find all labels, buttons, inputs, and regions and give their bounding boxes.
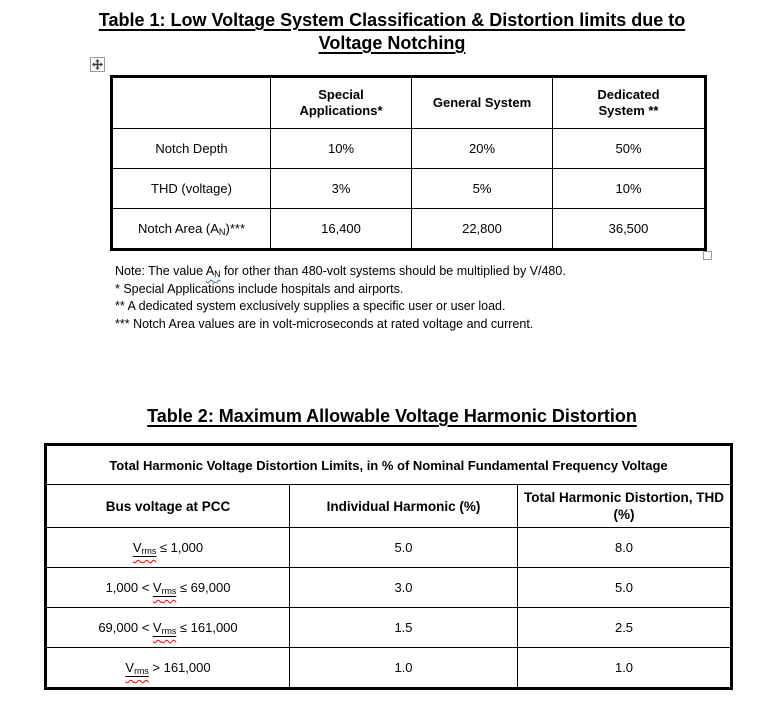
table2-header-bus-voltage: Bus voltage at PCC bbox=[45, 484, 290, 528]
vrms-subscript: rms bbox=[161, 585, 177, 596]
thd-value-3: 2.5 bbox=[516, 607, 733, 648]
notch-area-special: 16,400 bbox=[270, 208, 412, 250]
range2-prefix: 1,000 < bbox=[105, 580, 153, 595]
vrms-term: Vrms bbox=[133, 540, 156, 555]
bus-voltage-range-1: Vrms ≤ 1,000 bbox=[45, 527, 290, 568]
table1-note-dedicated-system: ** A dedicated system exclusively suppli… bbox=[115, 299, 506, 313]
notch-depth-special: 10% bbox=[270, 128, 412, 169]
table-move-handle[interactable] bbox=[90, 57, 105, 72]
table2-caption-cell: Total Harmonic Voltage Distortion Limits… bbox=[44, 444, 733, 485]
table1-note-multiplier: Note: The value AN for other than 480-vo… bbox=[115, 263, 784, 281]
table1-row-notch-depth: Notch Depth 10% 20% 50% bbox=[111, 128, 706, 169]
vrms-subscript: rms bbox=[134, 665, 149, 676]
thd-dedicated: 10% bbox=[552, 168, 706, 209]
notch-depth-general: 20% bbox=[411, 128, 553, 169]
row-label-notch-area: Notch Area (AN)*** bbox=[111, 208, 271, 250]
vrms-v: V bbox=[125, 660, 135, 675]
range2-suffix: ≤ 69,000 bbox=[176, 580, 231, 595]
table2-row-1000-69000: 1,000 < Vrms ≤ 69,000 3.0 5.0 bbox=[45, 567, 733, 608]
table1-title-line2: Voltage Notching bbox=[318, 33, 466, 53]
four-way-arrow-icon bbox=[92, 59, 103, 70]
range1-suffix: ≤ 1,000 bbox=[156, 540, 204, 555]
vrms-term: Vrms bbox=[125, 660, 148, 675]
notch-area-label-prefix: Notch Area (A bbox=[137, 221, 219, 236]
table1-header-dedicated-system: Dedicated System ** bbox=[552, 76, 706, 129]
vrms-subscript: rms bbox=[141, 545, 157, 556]
table1-header-blank bbox=[111, 76, 271, 129]
table2-header-individual-harmonic: Individual Harmonic (%) bbox=[289, 484, 518, 528]
thd-general: 5% bbox=[411, 168, 553, 209]
vrms-term: Vrms bbox=[153, 580, 176, 595]
table2-header-thd: Total Harmonic Distortion, THD (%) bbox=[516, 484, 733, 528]
note1-term-a: A bbox=[205, 264, 215, 278]
table1-header-special-applications: Special Applications* bbox=[270, 76, 412, 129]
thd-special: 3% bbox=[270, 168, 412, 209]
thd-value-4: 1.0 bbox=[516, 647, 733, 689]
individual-harmonic-4: 1.0 bbox=[289, 647, 518, 689]
notch-area-label-suffix: )*** bbox=[225, 221, 246, 236]
range3-suffix: ≤ 161,000 bbox=[176, 620, 238, 635]
vrms-term: Vrms bbox=[153, 620, 176, 635]
table2-title-text: Table 2: Maximum Allowable Voltage Harmo… bbox=[147, 406, 637, 426]
vrms-v: V bbox=[152, 580, 162, 595]
row-label-thd-voltage: THD (voltage) bbox=[111, 168, 271, 209]
vrms-subscript: rms bbox=[161, 625, 177, 636]
table2-header-row: Bus voltage at PCC Individual Harmonic (… bbox=[45, 484, 733, 528]
bus-voltage-range-2: 1,000 < Vrms ≤ 69,000 bbox=[45, 567, 290, 608]
note1-term-subscript-n: N bbox=[214, 268, 221, 279]
table1-row-thd-voltage: THD (voltage) 3% 5% 10% bbox=[111, 168, 706, 209]
vrms-v: V bbox=[152, 620, 162, 635]
vrms-misspelling: Vrms bbox=[125, 660, 148, 675]
note1-term-an: AN bbox=[206, 264, 221, 278]
vrms-misspelling: Vrms bbox=[133, 540, 156, 555]
table-resize-handle[interactable] bbox=[703, 251, 712, 260]
note1-prefix: Note: The value bbox=[115, 264, 206, 278]
table1-title: Table 1: Low Voltage System Classificati… bbox=[0, 0, 784, 55]
notch-depth-dedicated: 50% bbox=[552, 128, 706, 169]
table2-row-over-161000: Vrms > 161,000 1.0 1.0 bbox=[45, 647, 733, 689]
row-label-notch-depth: Notch Depth bbox=[111, 128, 271, 169]
table1-title-line1: Table 1: Low Voltage System Classificati… bbox=[98, 10, 686, 30]
vrms-misspelling: Vrms bbox=[153, 620, 176, 635]
table2-row-69000-161000: 69,000 < Vrms ≤ 161,000 1.5 2.5 bbox=[45, 607, 733, 648]
thd-value-2: 5.0 bbox=[516, 567, 733, 608]
table1-note-special-applications: * Special Applications include hospitals… bbox=[115, 281, 404, 296]
range4-suffix: > 161,000 bbox=[148, 660, 211, 675]
note1-suffix: for other than 480-volt systems should b… bbox=[220, 264, 566, 278]
vrms-v: V bbox=[132, 540, 142, 555]
table1-header-general-system: General System bbox=[411, 76, 553, 129]
notch-area-general: 22,800 bbox=[411, 208, 553, 250]
vrms-misspelling: Vrms bbox=[153, 580, 176, 595]
individual-harmonic-1: 5.0 bbox=[289, 527, 518, 568]
thd-value-1: 8.0 bbox=[516, 527, 733, 568]
table2-caption-row: Total Harmonic Voltage Distortion Limits… bbox=[44, 444, 733, 485]
individual-harmonic-2: 3.0 bbox=[289, 567, 518, 608]
table1-row-notch-area: Notch Area (AN)*** 16,400 22,800 36,500 bbox=[111, 208, 706, 250]
bus-voltage-range-3: 69,000 < Vrms ≤ 161,000 bbox=[45, 607, 290, 648]
bus-voltage-range-4: Vrms > 161,000 bbox=[45, 647, 290, 689]
table2-row-under-1000: Vrms ≤ 1,000 5.0 8.0 bbox=[45, 527, 733, 568]
table1-notes: Note: The value AN for other than 480-vo… bbox=[115, 263, 784, 333]
notch-area-subscript-n: N bbox=[218, 226, 226, 237]
table2-harmonic-distortion-limits: Total Harmonic Voltage Distortion Limits… bbox=[44, 443, 734, 690]
notch-area-dedicated: 36,500 bbox=[552, 208, 706, 250]
table1-note-notch-area-units: *** Notch Area values are in volt-micros… bbox=[115, 316, 534, 331]
table2-title: Table 2: Maximum Allowable Voltage Harmo… bbox=[0, 405, 784, 428]
individual-harmonic-3: 1.5 bbox=[289, 607, 518, 648]
table1-header-row: Special Applications* General System Ded… bbox=[111, 76, 706, 129]
table1-voltage-notching-limits: Special Applications* General System Ded… bbox=[110, 75, 707, 251]
range3-prefix: 69,000 < bbox=[98, 620, 153, 635]
